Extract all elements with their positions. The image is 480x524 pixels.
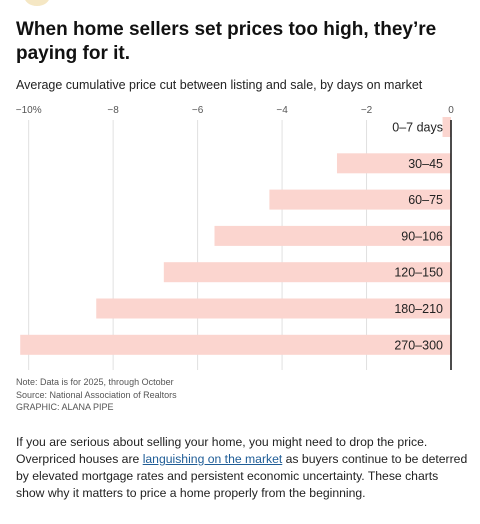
chart-notes: Note: Data is for 2025, through October … [16, 376, 177, 414]
chart-note-source: Source: National Association of Realtors [16, 389, 177, 400]
languishing-link[interactable]: languishing on the market [142, 452, 283, 466]
bar [442, 117, 451, 137]
bar [163, 262, 451, 283]
bar-category-label: 30–45 [408, 157, 443, 171]
bar-category-label: 270–300 [394, 338, 443, 352]
bar-category-label: 120–150 [394, 266, 443, 280]
x-tick-label: −8 [107, 105, 119, 116]
paragraph-text-start: If you are serious about selling your ho… [16, 435, 428, 466]
chart-note-credit: GRAPHIC: ALANA PIPE [16, 402, 114, 412]
headline: When home sellers set prices too high, t… [16, 19, 437, 64]
chart-title: Average cumulative price cut between lis… [16, 78, 423, 92]
bar-category-label: 90–106 [401, 229, 443, 243]
bar [269, 189, 451, 210]
bar [20, 334, 452, 355]
decorative-circle [24, 0, 50, 6]
bar [96, 298, 451, 319]
article-paragraph: If you are serious about selling your ho… [16, 434, 468, 502]
x-tick-label: −10% [16, 105, 42, 116]
bar-category-label: 180–210 [394, 302, 443, 316]
bar-category-label: 60–75 [408, 193, 443, 207]
bar [336, 153, 451, 174]
x-tick-label: 0 [448, 105, 454, 116]
bar [214, 225, 451, 246]
paragraph-text-end: as buyers continue to be deterred by ele… [16, 452, 468, 500]
x-tick-label: −6 [192, 105, 204, 116]
bar-chart: −10% −8 −6 −4 −2 0 0–7 days 30–45 60–75 90–106 120… [16, 105, 454, 370]
bar-category-label: 0–7 days [392, 121, 443, 135]
chart-note-data: Note: Data is for 2025, through October [16, 377, 174, 387]
x-tick-label: −2 [361, 105, 373, 116]
x-tick-label: −4 [276, 105, 288, 116]
